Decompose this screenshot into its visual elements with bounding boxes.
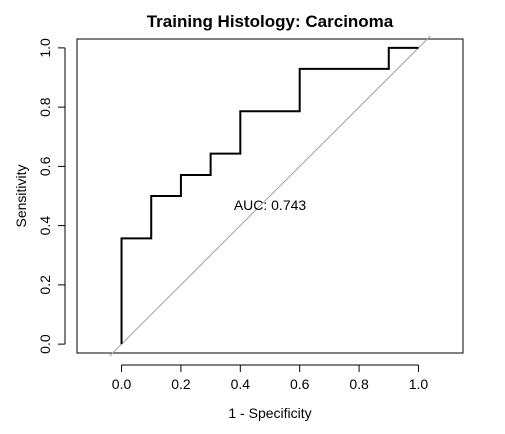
series-group [120, 46, 419, 345]
x-tick-label: 1.0 [409, 376, 429, 392]
x-axis: 0.0 0.2 0.4 0.6 0.8 1.0 [112, 364, 429, 392]
chart-title: Training Histology: Carcinoma [147, 12, 394, 31]
x-tick-label: 0.6 [290, 376, 310, 392]
x-tick-label: 0.0 [112, 376, 132, 392]
x-axis-label: 1 - Specificity [228, 405, 311, 421]
y-tick-label: 0.2 [37, 275, 53, 295]
reference-line [109, 35, 431, 357]
roc-curve [120, 46, 419, 345]
y-tick-label: 0.4 [37, 216, 53, 236]
auc-annotation: AUC: 0.743 [234, 197, 307, 213]
x-tick-label: 0.8 [349, 376, 369, 392]
y-tick-label: 1.0 [37, 38, 53, 58]
x-tick-label: 0.2 [171, 376, 191, 392]
y-axis: 0.0 0.2 0.4 0.6 0.8 1.0 [37, 38, 66, 354]
plot-area-frame [76, 38, 464, 354]
y-axis-label: Sensitivity [13, 164, 29, 227]
y-tick-label: 0.6 [37, 156, 53, 176]
y-tick-label: 0.8 [37, 97, 53, 117]
y-tick-label: 0.0 [37, 334, 53, 354]
reference-diagonal [109, 35, 431, 357]
x-tick-label: 0.4 [231, 376, 251, 392]
